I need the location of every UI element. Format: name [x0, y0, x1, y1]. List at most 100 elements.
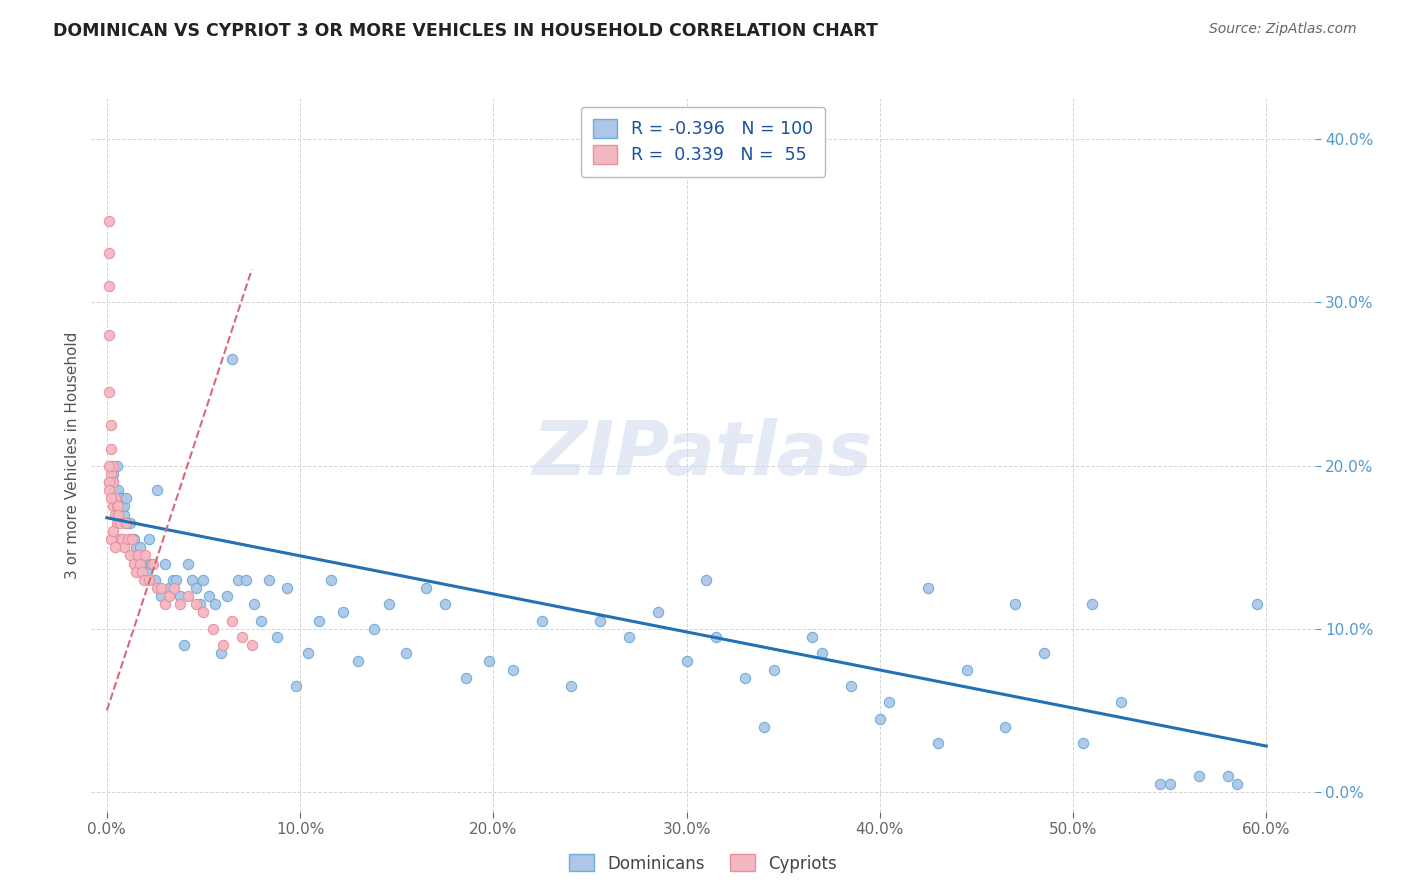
- Point: [125, 540, 148, 554]
- Point: [110, 516, 132, 530]
- Point: [131, 565, 153, 579]
- Point: [105, 458, 128, 473]
- Point: [115, 516, 138, 530]
- Point: [132, 557, 155, 571]
- Point: [1071, 736, 1094, 750]
- Point: [136, 565, 159, 579]
- Point: [1246, 598, 1268, 612]
- Point: [1159, 777, 1181, 791]
- Point: [101, 475, 124, 489]
- Point: [169, 598, 191, 612]
- Point: [112, 500, 135, 514]
- Point: [141, 557, 163, 571]
- Point: [100, 458, 122, 473]
- Point: [107, 500, 129, 514]
- Point: [101, 475, 124, 489]
- Point: [193, 573, 215, 587]
- Point: [801, 630, 824, 644]
- Legend: Dominicans, Cypriots: Dominicans, Cypriots: [562, 847, 844, 880]
- Point: [202, 622, 225, 636]
- Point: [97, 279, 120, 293]
- Point: [107, 508, 129, 522]
- Point: [319, 573, 342, 587]
- Point: [184, 581, 207, 595]
- Point: [675, 655, 697, 669]
- Point: [240, 638, 263, 652]
- Legend: R = -0.396   N = 100, R =  0.339   N =  55: R = -0.396 N = 100, R = 0.339 N = 55: [581, 107, 825, 177]
- Point: [617, 630, 640, 644]
- Point: [734, 671, 756, 685]
- Point: [193, 606, 215, 620]
- Point: [97, 213, 120, 227]
- Point: [180, 573, 202, 587]
- Point: [157, 581, 180, 595]
- Point: [153, 598, 176, 612]
- Point: [1111, 695, 1133, 709]
- Point: [97, 458, 120, 473]
- Point: [118, 549, 141, 563]
- Point: [165, 573, 187, 587]
- Point: [111, 500, 134, 514]
- Point: [215, 589, 238, 603]
- Point: [105, 508, 128, 522]
- Point: [695, 573, 717, 587]
- Point: [97, 475, 120, 489]
- Point: [332, 606, 354, 620]
- Point: [235, 573, 257, 587]
- Point: [127, 549, 149, 563]
- Point: [97, 327, 120, 342]
- Point: [115, 491, 138, 506]
- Point: [415, 581, 437, 595]
- Point: [242, 598, 264, 612]
- Point: [1149, 777, 1171, 791]
- Point: [149, 589, 172, 603]
- Point: [146, 483, 169, 497]
- Point: [378, 598, 401, 612]
- Point: [285, 679, 308, 693]
- Point: [226, 573, 249, 587]
- Point: [869, 712, 891, 726]
- Point: [347, 655, 370, 669]
- Point: [163, 581, 186, 595]
- Point: [100, 442, 122, 457]
- Point: [204, 598, 226, 612]
- Point: [118, 516, 141, 530]
- Point: [138, 573, 160, 587]
- Point: [100, 491, 122, 506]
- Text: ZIPatlas: ZIPatlas: [533, 418, 873, 491]
- Point: [97, 385, 120, 400]
- Point: [177, 589, 200, 603]
- Point: [257, 573, 280, 587]
- Point: [184, 598, 207, 612]
- Point: [762, 663, 785, 677]
- Point: [121, 532, 143, 546]
- Point: [209, 646, 232, 660]
- Point: [142, 557, 165, 571]
- Point: [231, 630, 253, 644]
- Point: [927, 736, 949, 750]
- Point: [107, 483, 129, 497]
- Point: [588, 614, 610, 628]
- Point: [1033, 646, 1056, 660]
- Point: [111, 532, 134, 546]
- Point: [110, 532, 132, 546]
- Point: [956, 663, 979, 677]
- Point: [169, 589, 191, 603]
- Point: [276, 581, 298, 595]
- Text: DOMINICAN VS CYPRIOT 3 OR MORE VEHICLES IN HOUSEHOLD CORRELATION CHART: DOMINICAN VS CYPRIOT 3 OR MORE VEHICLES …: [53, 22, 879, 40]
- Point: [128, 540, 150, 554]
- Point: [173, 638, 195, 652]
- Point: [97, 475, 120, 489]
- Point: [434, 598, 457, 612]
- Point: [879, 695, 901, 709]
- Point: [134, 549, 156, 563]
- Point: [138, 532, 160, 546]
- Point: [101, 524, 124, 538]
- Point: [198, 589, 221, 603]
- Point: [112, 540, 135, 554]
- Point: [297, 646, 319, 660]
- Point: [146, 581, 169, 595]
- Point: [363, 622, 385, 636]
- Point: [127, 549, 149, 563]
- Point: [101, 467, 124, 481]
